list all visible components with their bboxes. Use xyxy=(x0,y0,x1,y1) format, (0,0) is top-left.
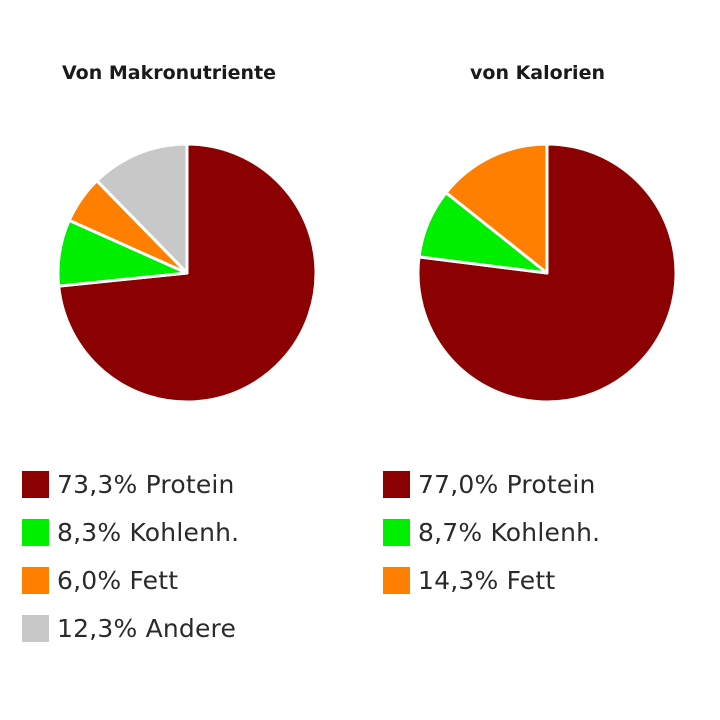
legend-label: 6,0% Fett xyxy=(57,565,179,595)
pie-slice-fett xyxy=(444,142,549,275)
legend-label: 8,3% Kohlenh. xyxy=(57,517,240,547)
pie-slice-andere xyxy=(95,142,189,275)
legend-label: 12,3% Andere xyxy=(57,613,237,643)
legend-swatch-fat xyxy=(383,566,410,594)
legend-item-carbs: 8,7% Kohlenh. xyxy=(383,508,600,556)
legend-macronutrients: 73,3% Protein 8,3% Kohlenh. 6,0% Fett 12… xyxy=(22,460,239,652)
pie-chart-macronutrients xyxy=(56,142,318,404)
legend-swatch-protein xyxy=(22,470,49,498)
chart-title-calories: von Kalorien xyxy=(470,62,605,84)
legend-swatch-protein xyxy=(383,470,410,498)
legend-item-carbs: 8,3% Kohlenh. xyxy=(22,508,239,556)
legend-item-fat: 6,0% Fett xyxy=(22,556,239,604)
legend-label: 14,3% Fett xyxy=(418,565,556,595)
legend-calories: 77,0% Protein 8,7% Kohlenh. 14,3% Fett xyxy=(383,460,600,604)
legend-item-fat: 14,3% Fett xyxy=(383,556,600,604)
legend-swatch-carbs xyxy=(22,518,49,546)
chart-title-macronutrients: Von Makronutriente xyxy=(62,62,277,84)
pie-slice-protein xyxy=(416,142,678,404)
legend-swatch-fat xyxy=(22,566,49,594)
legend-swatch-other xyxy=(22,614,49,642)
legend-item-other: 12,3% Andere xyxy=(22,604,239,652)
pie-chart-calories xyxy=(416,142,678,404)
legend-item-protein: 77,0% Protein xyxy=(383,460,600,508)
legend-label: 8,7% Kohlenh. xyxy=(418,517,601,547)
legend-label: 73,3% Protein xyxy=(57,469,235,499)
legend-item-protein: 73,3% Protein xyxy=(22,460,239,508)
legend-swatch-carbs xyxy=(383,518,410,546)
legend-label: 77,0% Protein xyxy=(418,469,596,499)
